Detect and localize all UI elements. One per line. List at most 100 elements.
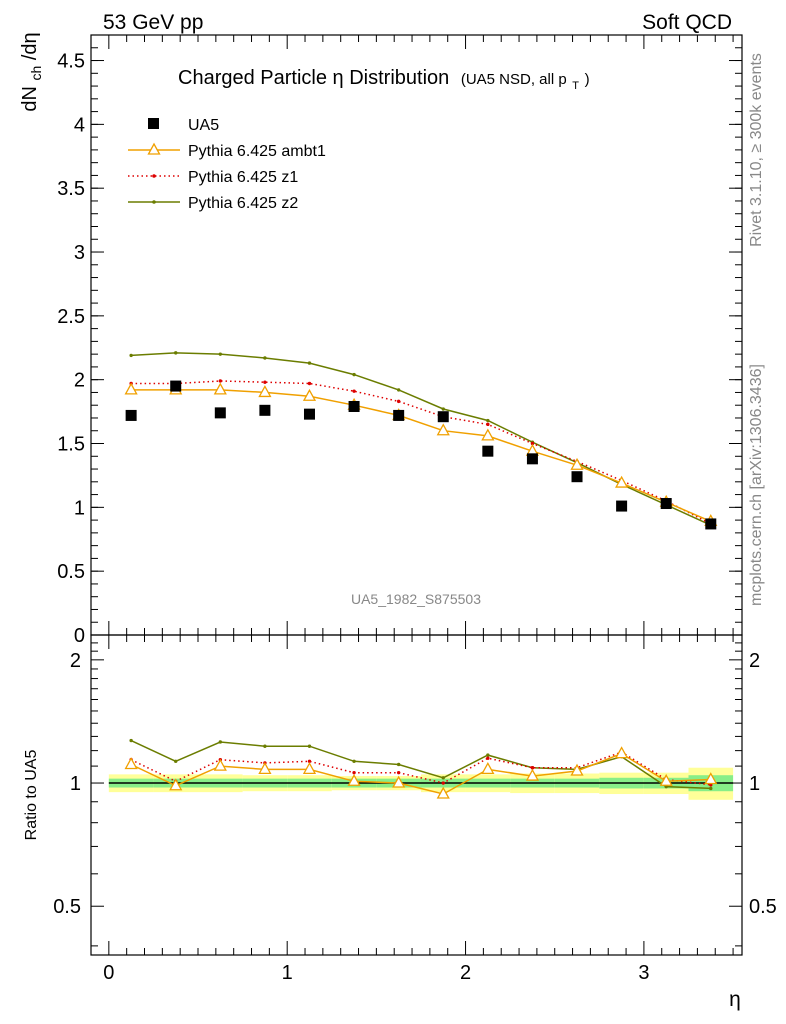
chart-title-main: Charged Particle — [178, 67, 327, 89]
ratio-ytick-label-left: 0.5 — [53, 896, 81, 918]
main-pythia-6-425-z2-marker — [441, 407, 445, 411]
ratio-pythia-6-425-z2-marker — [174, 759, 178, 764]
main-ua5-data-point — [705, 518, 717, 530]
ratio-pythia-6-425-ambt1-marker — [258, 762, 272, 775]
ratio-pythia-6-425-ambt1-marker — [169, 778, 183, 791]
main-pythia-6-425-z2-marker — [174, 351, 178, 355]
main-ua5-data-point — [348, 400, 360, 412]
ratio-pythia-6-425-z1-marker — [441, 781, 445, 785]
ratio-xtick-label: 3 — [638, 962, 649, 984]
chart-title-tail: Distribution — [349, 67, 449, 89]
ratio-pythia-6-425-ambt1-marker — [347, 773, 361, 786]
ratio-pythia-6-425-ambt1-marker — [481, 762, 495, 775]
ratio-panel: 0.5 0.5 1 1 2 2 0 1 2 3 Ratio to UA5 η — [23, 634, 777, 1011]
main-ylabel-main: dN — [19, 86, 41, 112]
chart-subtitle-sub: T — [572, 80, 579, 92]
ratio-ylabel: Ratio to UA5 — [23, 750, 40, 841]
main-pythia-6-425-ambt1-line — [131, 389, 712, 523]
main-pythia-6-425-ambt1-marker — [302, 388, 317, 401]
ratio-ytick-label-right: 0.5 — [749, 896, 777, 918]
main-series-layer — [124, 351, 718, 530]
main-pythia-6-425-z2-marker — [263, 356, 267, 360]
ratio-ytick-label-right: 1 — [749, 773, 760, 795]
ratio-pythia-6-425-ambt1-marker — [615, 746, 629, 759]
main-pythia-6-425-ambt1-marker — [615, 475, 629, 488]
main-ua5-data-point — [482, 445, 494, 457]
ratio-xtick-label: 0 — [103, 962, 114, 984]
ratio-axis-ticks: 0.5 0.5 1 1 2 2 0 1 2 3 — [53, 635, 777, 984]
header-right: Soft QCD — [642, 11, 732, 34]
ratio-pythia-6-425-ambt1-marker — [570, 763, 584, 776]
ratio-xlabel: η — [729, 988, 741, 1011]
ratio-frame — [90, 634, 743, 956]
ratio-pythia-6-425-z1-marker — [352, 770, 356, 775]
analysis-watermark: UA5_1982_S875503 — [351, 591, 481, 607]
ratio-pythia-6-425-ambt1-marker — [659, 773, 673, 786]
main-ylabel: dN ch /dη — [19, 32, 46, 111]
main-pythia-6-425-z1-marker — [396, 399, 401, 404]
ratio-pythia-6-425-ambt1-line — [130, 752, 711, 795]
ratio-pythia-6-425-z1-marker — [530, 766, 535, 770]
header-left: 53 GeV pp — [103, 11, 203, 34]
main-pythia-6-425-z1-line — [131, 380, 712, 525]
main-pythia-6-425-z1-marker — [486, 422, 490, 427]
ratio-pythia-6-425-z1-marker — [307, 759, 312, 764]
chart-title-eta: η — [333, 67, 344, 89]
main-ua5-data-point — [437, 411, 449, 423]
legend-pythia-6-425-z2-marker — [152, 200, 156, 204]
main-pythia-6-425-ambt1-marker — [213, 382, 227, 395]
main-ytick-label: 4.5 — [57, 51, 85, 73]
main-panel: 0 0.5 1 1.5 2 2.5 3 3.5 4 4.5 Charged Particle η … — [19, 32, 743, 647]
ratio-xtick-label: 1 — [282, 962, 293, 984]
ratio-pythia-6-425-ambt1-marker — [704, 772, 718, 785]
ratio-ytick-label-left: 2 — [70, 650, 81, 672]
ratio-pythia-6-425-ambt1-marker — [392, 775, 406, 788]
main-ua5-data-point — [303, 408, 315, 420]
main-ytick-label: 1 — [74, 497, 85, 519]
main-pythia-6-425-z2-marker — [218, 352, 223, 356]
main-ytick-label: 2.5 — [57, 306, 85, 328]
main-pythia-6-425-ambt1-marker — [258, 385, 272, 398]
main-ylabel-sub: ch — [28, 66, 44, 81]
ratio-series-layer — [124, 738, 718, 799]
main-ytick-label: 0.5 — [57, 561, 85, 583]
ratio-pythia-6-425-z2-marker — [486, 753, 490, 757]
main-pythia-6-425-ambt1-marker — [570, 457, 584, 470]
main-pythia-6-425-z2-marker — [307, 361, 312, 365]
ratio-pythia-6-425-z1-line — [130, 751, 711, 786]
ratio-pythia-6-425-z1-marker — [396, 770, 401, 775]
main-ytick-label: 0 — [74, 625, 85, 647]
main-ua5-data-point — [170, 380, 182, 392]
main-pythia-6-425-z2-marker — [129, 353, 133, 358]
main-pythia-6-425-z2-marker — [352, 372, 356, 377]
main-pythia-6-425-ambt1-marker — [481, 428, 495, 441]
ratio-pythia-6-425-z2-marker — [396, 762, 401, 767]
main-pythia-6-425-z2-line — [131, 352, 712, 526]
ratio-uncertainty-bands — [108, 767, 734, 800]
ratio-pythia-6-425-z2-marker — [263, 744, 267, 748]
main-ua5-data-point — [259, 404, 271, 416]
ratio-pythia-6-425-z2-marker — [129, 738, 133, 743]
chart-subtitle-close: ) — [585, 71, 590, 88]
main-pythia-6-425-z1-marker — [530, 441, 535, 446]
main-pythia-6-425-z1-marker — [263, 380, 267, 384]
legend-pythia-6-425-ambt1-marker — [147, 142, 161, 155]
legend-pythia-6-425-z1-marker — [152, 174, 156, 178]
ratio-pythia-6-425-z2-line — [130, 739, 711, 790]
legend-pythia-6-425-z1-label: Pythia 6.425 z1 — [188, 169, 298, 186]
main-pythia-6-425-ambt1-marker — [436, 423, 450, 436]
main-pythia-6-425-z1-marker — [307, 381, 312, 386]
main-ytick-label: 4 — [74, 114, 85, 136]
main-ylabel-tail: /dη — [19, 32, 41, 60]
ratio-pythia-6-425-z2-marker — [352, 759, 356, 764]
rivet-version-label: Rivet 3.1.10, ≥ 300k events — [748, 53, 765, 247]
ratio-ytick-label-right: 2 — [749, 650, 760, 672]
chart-title: Charged Particle η Distribution (UA5 NSD… — [178, 67, 590, 94]
main-ytick-label: 1.5 — [57, 434, 85, 456]
main-pythia-6-425-ambt1-marker — [124, 382, 138, 395]
main-pythia-6-425-z1-marker — [352, 389, 356, 393]
main-ua5-data-point — [125, 409, 137, 421]
main-pythia-6-425-z2-marker — [486, 418, 490, 423]
ratio-ytick-label-left: 1 — [70, 773, 81, 795]
ratio-pythia-6-425-ambt1-marker — [302, 762, 317, 775]
